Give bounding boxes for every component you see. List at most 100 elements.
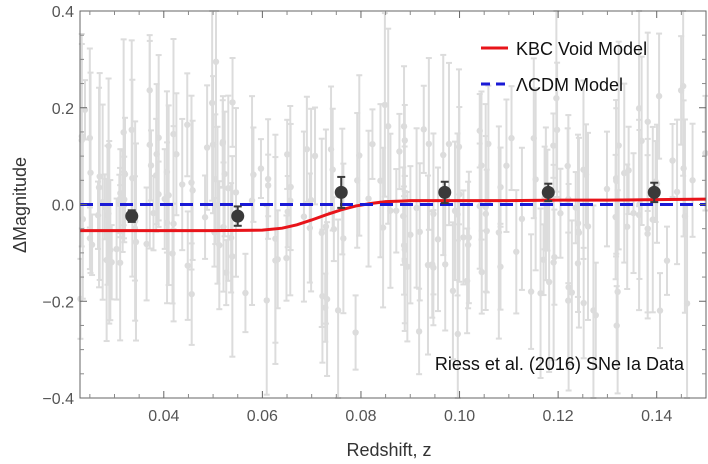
background-point (621, 82, 628, 264)
x-tick-label: 0.10 (444, 408, 475, 425)
legend: KBC Void Model ΛCDM Model (481, 39, 647, 95)
binned-point (231, 205, 245, 227)
background-point-marker (330, 225, 338, 233)
background-point (303, 95, 311, 203)
background-point (188, 94, 195, 271)
background-point (407, 165, 414, 305)
background-point-marker (323, 295, 331, 303)
background-point (575, 136, 583, 329)
background-point-marker (655, 92, 663, 100)
background-point (689, 122, 696, 238)
background-point-marker (303, 146, 311, 153)
background-point-marker (393, 207, 400, 214)
background-point (381, 12, 389, 198)
background-point-marker (537, 290, 544, 297)
binned-point-marker (438, 185, 452, 199)
background-point (272, 156, 279, 365)
background-point-marker (103, 256, 110, 264)
background-point (103, 178, 110, 343)
background-point (440, 53, 447, 257)
background-point (669, 122, 676, 199)
background-point-marker (169, 250, 176, 257)
background-point-marker (327, 146, 335, 153)
background-point (429, 210, 436, 319)
background-point-marker (212, 58, 220, 65)
background-point-marker (379, 224, 387, 231)
background-point (550, 112, 557, 179)
background-point-marker (636, 201, 643, 208)
background-point (478, 90, 485, 241)
binned-point-marker (125, 209, 139, 223)
background-point-marker (508, 134, 515, 142)
background-point (189, 119, 196, 261)
background-point-marker (86, 134, 94, 142)
background-point (377, 103, 384, 259)
background-point-marker (495, 229, 503, 236)
background-point (663, 225, 671, 296)
background-point-marker (146, 141, 153, 148)
background-point-marker (557, 210, 564, 217)
background-point-marker (574, 260, 582, 267)
background-point-marker (263, 297, 270, 304)
background-point-marker (656, 307, 664, 314)
background-point-marker (540, 256, 547, 263)
y-axis-label: ΔMagnitude (10, 157, 30, 253)
background-point (203, 84, 211, 211)
background-point-marker (311, 152, 319, 160)
background-point-marker (503, 162, 510, 169)
background-point-marker (580, 299, 587, 307)
background-point (129, 78, 136, 278)
background-point (201, 174, 209, 260)
background-point-marker (592, 311, 599, 319)
background-point-marker (603, 185, 611, 193)
background-point-marker (188, 179, 195, 186)
background-point-marker (527, 288, 535, 295)
background-point-marker (201, 214, 209, 221)
y-axis-ticks: −0.4 −0.2 0.0 0.2 0.4 (42, 4, 706, 408)
background-point (287, 122, 294, 252)
background-point-marker (88, 241, 96, 248)
x-tick-label: 0.12 (543, 408, 574, 425)
background-point (553, 10, 560, 193)
background-point (306, 172, 314, 284)
background-point-marker (113, 245, 120, 253)
background-point-marker (203, 144, 211, 151)
kbc-void-model-curve (80, 197, 707, 233)
background-point (300, 130, 308, 303)
background-point (630, 152, 637, 275)
background-point (88, 213, 96, 277)
background-point-marker (568, 289, 576, 296)
background-point (356, 74, 363, 237)
background-point (413, 127, 420, 289)
background-point-marker (381, 101, 389, 109)
background-point (530, 57, 537, 220)
background-point-marker (442, 261, 449, 268)
background-point-marker (356, 152, 363, 159)
background-point (229, 57, 236, 148)
background-point-marker (478, 268, 485, 276)
background-point-marker (401, 137, 408, 144)
background-point-marker (212, 176, 219, 183)
background-point-marker (430, 264, 437, 271)
background-point (311, 106, 319, 206)
y-tick-label: −0.4 (42, 391, 74, 408)
background-point-marker (165, 192, 172, 199)
background-point-marker (272, 257, 279, 264)
background-point-marker (369, 140, 376, 148)
background-point (330, 196, 338, 263)
background-point-marker (147, 162, 155, 169)
background-point-marker (225, 185, 232, 192)
background-point-marker (219, 138, 227, 146)
background-point (434, 166, 442, 313)
background-point-marker (340, 235, 347, 242)
background-point (649, 125, 656, 314)
background-point (673, 118, 681, 266)
background-point-marker (384, 123, 392, 130)
background-point-marker (630, 209, 637, 217)
background-point (95, 86, 103, 289)
background-point (430, 209, 437, 327)
background-point (396, 112, 403, 191)
x-tick-label: 0.08 (345, 408, 376, 425)
background-point (551, 208, 558, 306)
